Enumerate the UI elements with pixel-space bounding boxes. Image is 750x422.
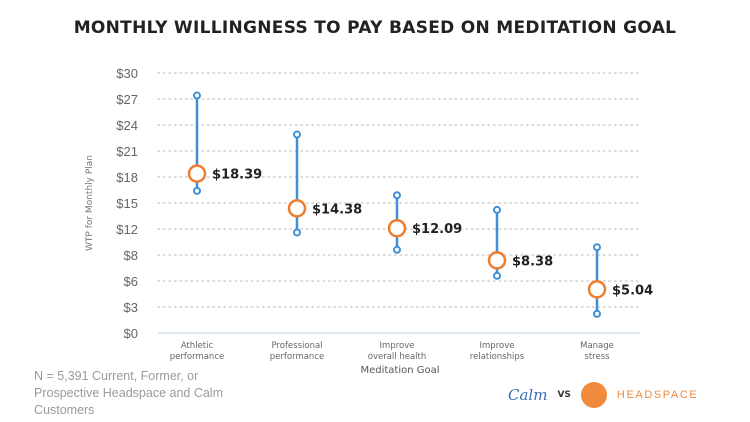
y-tick-label: $3 xyxy=(124,300,138,315)
mean-point xyxy=(387,218,407,238)
data-label: $14.38 xyxy=(312,202,362,217)
x-tick-label: Manage xyxy=(580,341,614,351)
y-tick-label: $21 xyxy=(116,144,138,159)
data-label: $18.39 xyxy=(212,168,262,183)
y-tick-label: $0 xyxy=(124,326,138,341)
y-tick-label: $6 xyxy=(124,274,138,289)
sample-note: N = 5,391 Current, Former, or Prospectiv… xyxy=(34,369,223,417)
data-label: $8.38 xyxy=(512,254,553,269)
range-low-marker xyxy=(593,309,601,318)
y-tick-label: $30 xyxy=(116,66,138,81)
headspace-logo: HEADSPACE xyxy=(616,389,699,401)
range-low-marker xyxy=(193,186,201,195)
range-high-marker xyxy=(293,130,301,139)
logos: Calm VS HEADSPACE xyxy=(508,380,698,410)
x-tick-label: Athletic xyxy=(181,341,214,351)
y-tick-label: $18 xyxy=(116,170,138,185)
x-tick-label: Improve xyxy=(380,341,415,351)
range-low-marker xyxy=(493,271,501,280)
headspace-logo-icon xyxy=(580,382,607,408)
range-high-marker xyxy=(593,243,601,252)
range-high-marker xyxy=(493,205,501,214)
x-tick-label: Professional xyxy=(271,341,322,351)
mean-point xyxy=(187,164,207,183)
range-low-marker xyxy=(293,228,301,237)
mean-point xyxy=(587,280,607,299)
x-tick-label: Improve xyxy=(480,341,515,351)
x-tick-label: stress xyxy=(584,352,610,362)
chart-title: MONTHLY WILLINGNESS TO PAY BASED ON MEDI… xyxy=(73,18,677,38)
data-label: $5.04 xyxy=(612,283,653,298)
y-tick-label: $15 xyxy=(116,196,138,211)
x-axis-label: Meditation Goal xyxy=(360,365,439,376)
range-high-marker xyxy=(393,191,401,200)
range-low-marker xyxy=(393,245,401,254)
y-tick-label: $27 xyxy=(116,92,138,107)
x-tick-label: overall health xyxy=(368,352,427,362)
x-tick-label: performance xyxy=(270,352,324,362)
y-tick-label: $24 xyxy=(116,118,138,133)
mean-point xyxy=(287,199,307,218)
calm-logo: Calm xyxy=(508,386,548,404)
x-tick-label: relationships xyxy=(470,352,525,362)
y-axis-label: WTP for Monthly Plan xyxy=(85,155,95,251)
y-tick-label: $8 xyxy=(124,248,138,263)
mean-point xyxy=(487,251,507,270)
vs-label: VS xyxy=(557,390,571,400)
data-label: $12.09 xyxy=(412,222,462,237)
y-tick-label: $12 xyxy=(116,222,138,237)
range-high-marker xyxy=(193,91,201,100)
x-tick-label: performance xyxy=(170,352,224,362)
